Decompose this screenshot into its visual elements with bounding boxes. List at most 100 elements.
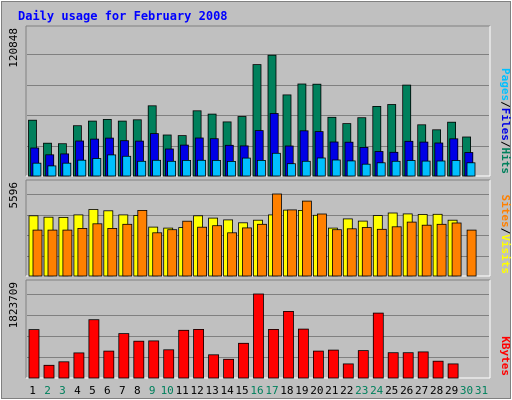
x-tick-label-20: 20 xyxy=(310,384,323,397)
bar-pages-day-29 xyxy=(451,160,461,177)
bar-pages-day-13 xyxy=(212,159,221,177)
legend-hits: Hits xyxy=(499,148,512,175)
bar-kbytes-day-22 xyxy=(342,363,354,379)
x-tick-label-5: 5 xyxy=(89,384,96,397)
bar-pages-day-16 xyxy=(256,159,266,177)
bar-kbytes-day-11 xyxy=(178,329,190,379)
bar-kbytes-day-27 xyxy=(417,351,429,379)
bar-pages-day-5 xyxy=(92,158,102,177)
x-tick-label-9: 9 xyxy=(149,384,156,397)
x-tick-label-26: 26 xyxy=(400,384,413,397)
bar-sites-day-24 xyxy=(376,228,387,277)
bar-pages-day-28 xyxy=(436,160,446,177)
bar-pages-day-27 xyxy=(421,160,431,177)
bar-sites-day-10 xyxy=(167,229,178,277)
legend-separator: / xyxy=(499,101,512,108)
bar-kbytes-day-12 xyxy=(193,328,205,379)
bar-pages-day-15 xyxy=(241,157,251,177)
bar-pages-day-7 xyxy=(122,155,132,177)
x-tick-label-22: 22 xyxy=(340,384,353,397)
bar-sites-day-23 xyxy=(361,227,372,277)
x-tick-label-25: 25 xyxy=(385,384,398,397)
bar-kbytes-day-3 xyxy=(58,361,70,379)
bar-kbytes-day-28 xyxy=(432,360,444,379)
legend-kbytes: KBytes xyxy=(499,336,512,376)
bar-kbytes-day-8 xyxy=(133,340,145,379)
bar-pages-day-24 xyxy=(376,162,386,177)
bar-pages-day-4 xyxy=(77,159,87,177)
bar-kbytes-day-13 xyxy=(208,354,220,379)
bar-kbytes-day-10 xyxy=(163,349,175,379)
bar-sites-day-16 xyxy=(257,223,267,277)
legend-pages: Pages xyxy=(499,68,512,101)
bar-sites-day-27 xyxy=(421,224,432,277)
bar-pages-day-17 xyxy=(271,152,281,177)
legend-separator: / xyxy=(499,228,512,235)
bar-pages-day-25 xyxy=(391,160,401,177)
bar-kbytes-day-5 xyxy=(88,319,100,379)
bar-pages-day-14 xyxy=(227,160,236,177)
bar-pages-day-21 xyxy=(331,159,341,177)
legend-visits: Visits xyxy=(499,234,512,274)
bar-pages-day-12 xyxy=(197,159,206,177)
x-tick-label-14: 14 xyxy=(220,384,234,397)
x-tick-label-17: 17 xyxy=(265,384,278,397)
bar-kbytes-day-21 xyxy=(327,349,339,379)
bar-kbytes-day-7 xyxy=(118,333,130,379)
bar-sites-day-11 xyxy=(182,220,193,277)
bar-kbytes-day-9 xyxy=(148,340,160,379)
legend-visits: Sites/Visits xyxy=(499,195,512,275)
bar-pages-day-20 xyxy=(316,157,326,177)
x-tick-label-2: 2 xyxy=(44,384,51,397)
bar-sites-day-26 xyxy=(406,221,417,277)
x-tick-label-1: 1 xyxy=(29,384,36,397)
bar-sites-day-13 xyxy=(212,225,223,277)
bar-kbytes-day-14 xyxy=(223,358,235,379)
bar-pages-day-22 xyxy=(346,160,356,177)
bar-pages-day-23 xyxy=(361,163,371,177)
x-tick-label-15: 15 xyxy=(235,384,248,397)
bar-sites-day-19 xyxy=(301,200,312,277)
bar-sites-day-30 xyxy=(466,229,477,277)
x-tick-label-7: 7 xyxy=(119,384,126,397)
legend-separator: / xyxy=(499,141,512,148)
x-tick-label-13: 13 xyxy=(205,384,218,397)
bar-pages-day-2 xyxy=(47,165,57,177)
bar-pages-day-18 xyxy=(286,163,296,177)
bar-kbytes-day-25 xyxy=(387,352,399,379)
bar-sites-day-15 xyxy=(242,227,252,277)
y-max-label: 120848 xyxy=(7,28,20,68)
y-max-label: 1823709 xyxy=(7,282,20,328)
bar-sites-day-22 xyxy=(346,228,357,277)
panel-visits: 5596 Sites/Visits xyxy=(7,179,512,277)
legend-files: Files xyxy=(499,108,512,141)
bar-pages-day-26 xyxy=(406,160,416,177)
bar-sites-day-3 xyxy=(62,229,73,277)
bar-sites-day-1 xyxy=(32,229,43,277)
bar-sites-day-6 xyxy=(107,227,118,277)
bar-pages-day-9 xyxy=(152,159,162,177)
bar-sites-day-17 xyxy=(272,193,282,277)
bar-sites-day-18 xyxy=(287,209,297,277)
x-tick-label-4: 4 xyxy=(74,384,81,397)
bar-pages-day-10 xyxy=(167,160,177,177)
bar-sites-day-12 xyxy=(197,226,208,277)
x-tick-label-19: 19 xyxy=(295,384,308,397)
x-tick-label-30: 30 xyxy=(460,384,473,397)
bar-sites-day-21 xyxy=(331,229,342,277)
y-max-label: 5596 xyxy=(7,182,20,209)
bar-pages-day-6 xyxy=(107,154,117,177)
x-tick-label-12: 12 xyxy=(190,384,203,397)
bar-kbytes-day-20 xyxy=(312,350,324,379)
legend-traffic: Pages/Files/Hits xyxy=(499,68,512,174)
x-tick-label-16: 16 xyxy=(250,384,263,397)
bar-kbytes-day-17 xyxy=(268,328,279,379)
bar-pages-day-19 xyxy=(301,160,311,177)
bar-sites-day-29 xyxy=(451,222,462,277)
bar-kbytes-day-1 xyxy=(28,329,40,379)
bar-kbytes-day-18 xyxy=(283,310,294,379)
x-tick-label-29: 29 xyxy=(445,384,458,397)
bar-kbytes-day-4 xyxy=(73,352,85,379)
